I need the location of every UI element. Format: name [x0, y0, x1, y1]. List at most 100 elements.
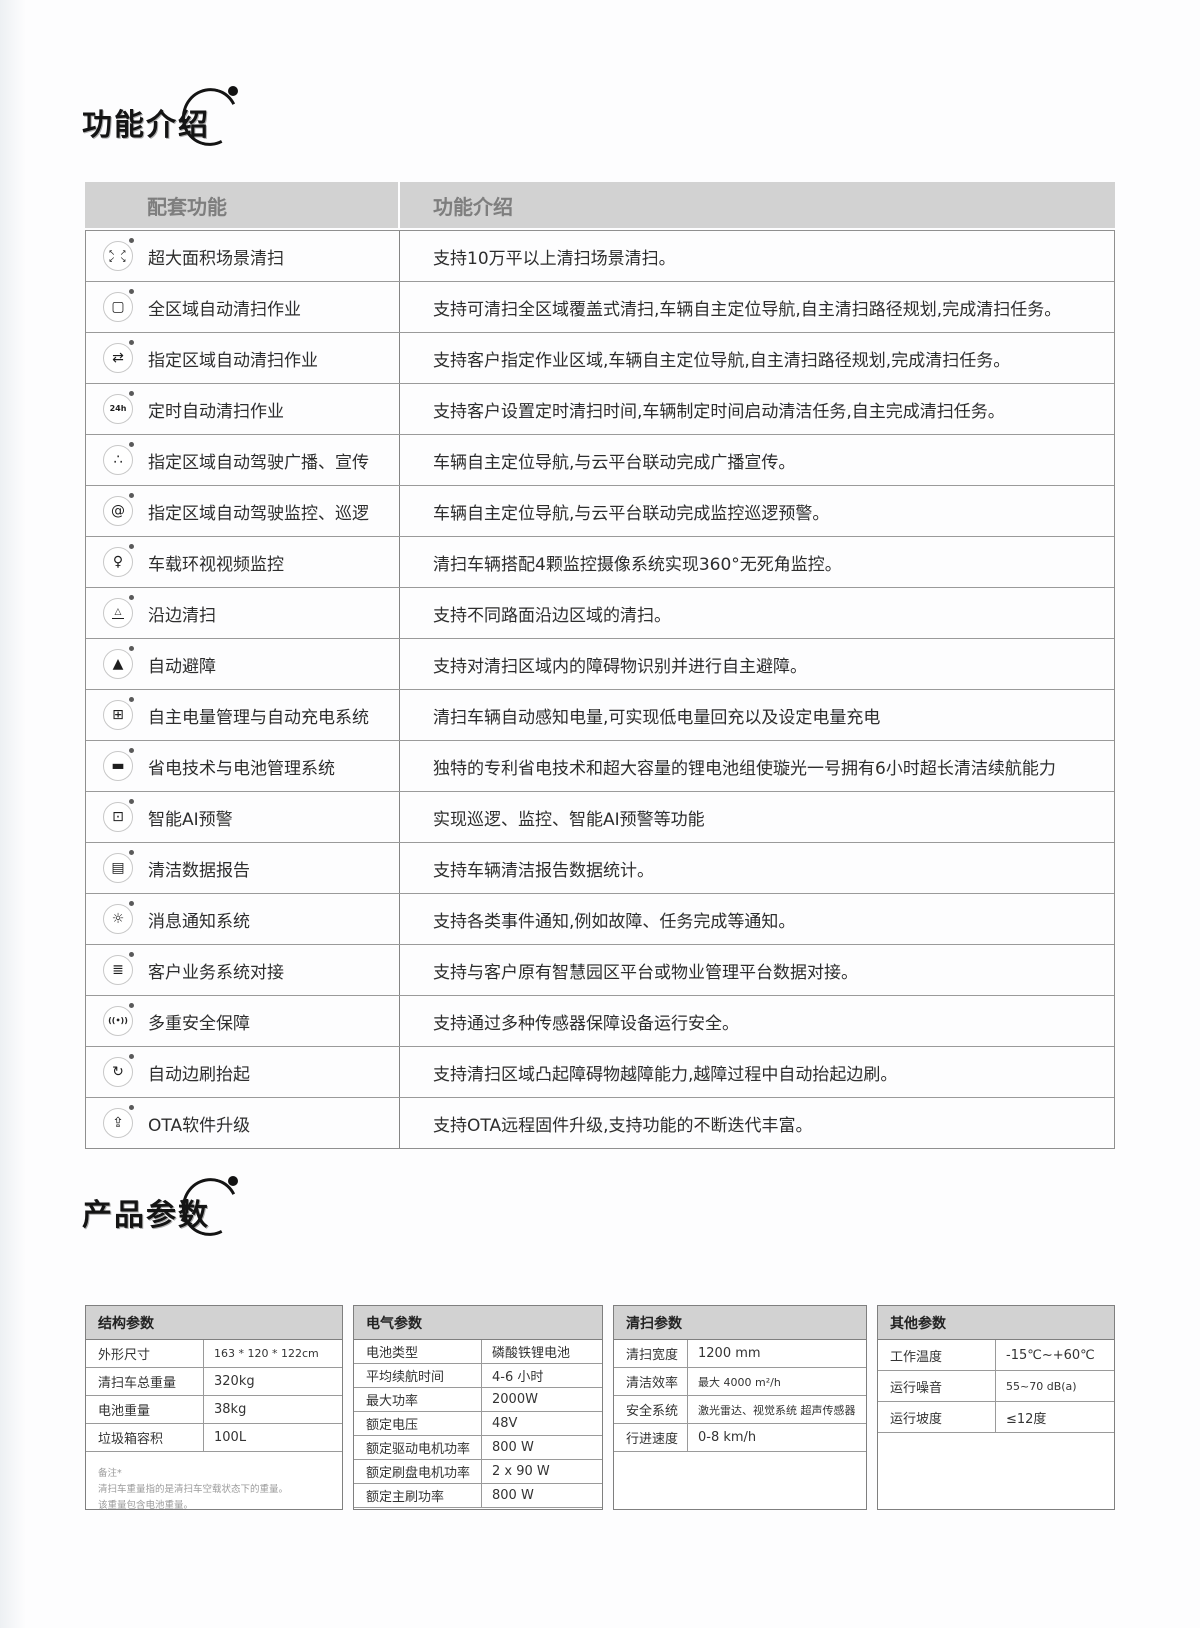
spec-label: 工作温度	[878, 1340, 996, 1370]
spec-value: 2 x 90 W	[492, 1464, 550, 1479]
spec-value: 55~70 dB(a)	[1006, 1379, 1077, 1393]
battery-charge-icon-glyph: ⊞	[112, 707, 124, 723]
spec-label: 额定驱动电机功率	[354, 1436, 482, 1459]
broadcast-network-icon-glyph: ∴	[113, 452, 123, 468]
feature-cell-desc: 支持客户设置定时清扫时间,车辆制定时间启动清洁任务,自主完成清扫任务。	[400, 384, 1114, 434]
feature-desc: 支持与客户原有智慧园区平台或物业管理平台数据对接。	[433, 962, 858, 983]
feature-cell-desc: 车辆自主定位导航,与云平台联动完成监控巡逻预警。	[400, 486, 1114, 536]
table-row: @ 指定区域自动驾驶监控、巡逻 车辆自主定位导航,与云平台联动完成监控巡逻预警。	[86, 486, 1114, 537]
notification-alarm-icon-glyph: ☼	[111, 911, 125, 927]
spec-value: 800 W	[492, 1440, 534, 1455]
feature-label: 清洁数据报告	[148, 860, 250, 881]
table-row: ▲ 自动避障 支持对清扫区域内的障碍物识别并进行自主避障。	[86, 639, 1114, 690]
feature-label: 超大面积场景清扫	[148, 248, 284, 269]
table-row: △ 沿边清扫 支持不同路面沿边区域的清扫。	[86, 588, 1114, 639]
feature-label: 客户业务系统对接	[148, 962, 284, 983]
spec-label: 垃圾箱容积	[86, 1424, 204, 1451]
expand-area-icon-glyph: ↖ ↗ ↙ ↘	[108, 248, 128, 264]
spec-label: 安全系统	[614, 1396, 688, 1423]
feature-cell-desc: 车辆自主定位导航,与云平台联动完成广播宣传。	[400, 435, 1114, 485]
feature-cell-function: ⊡ 智能AI预警	[86, 792, 400, 842]
feature-cell-desc: 实现巡逻、监控、智能AI预警等功能	[400, 792, 1114, 842]
spec-label: 最大功率	[354, 1388, 482, 1411]
spec-tables: 结构参数 外形尺寸 163 * 120 * 122cm 清扫车总重量 320kg 电池重量…	[85, 1305, 1115, 1511]
icon-corner-dot	[129, 493, 134, 498]
feature-desc: 支持10万平以上清扫场景清扫。	[433, 248, 676, 269]
table-row: ↻ 自动边刷抬起 支持清扫区域凸起障碍物越障能力,越障过程中自动抬起边刷。	[86, 1047, 1114, 1098]
icon-corner-dot	[129, 238, 134, 243]
spec-empty-area	[878, 1433, 1114, 1509]
spec-value: 1200 mm	[698, 1346, 761, 1361]
spec-value: 4-6 小时	[492, 1370, 544, 1385]
spec-row: 清洁效率 最大 4000 m²/h	[614, 1368, 866, 1396]
features-title-text: 功能介绍	[82, 108, 210, 143]
feature-desc: 支持清扫区域凸起障碍物越障能力,越障过程中自动抬起边刷。	[433, 1064, 898, 1085]
edge-sweep-icon: △	[103, 595, 134, 628]
safety-signal-icon: ((•))	[103, 1003, 134, 1036]
icon-corner-dot	[129, 595, 134, 600]
ai-robot-icon: ⊡	[103, 799, 134, 832]
feature-cell-desc: 支持各类事件通知,例如故障、任务完成等通知。	[400, 894, 1114, 944]
spec-row: 行进速度 0-8 km/h	[614, 1424, 866, 1452]
icon-corner-dot	[129, 1105, 134, 1110]
feature-cell-desc: 清扫车辆搭配4颗监控摄像系统实现360°无死角监控。	[400, 537, 1114, 587]
table-row: ⊞ 自主电量管理与自动充电系统 清扫车辆自动感知电量,可实现低电量回充以及设定电量充…	[86, 690, 1114, 741]
spec-value: 800 W	[492, 1488, 534, 1503]
spec-value: 2000W	[492, 1392, 538, 1407]
icon-corner-dot	[129, 442, 134, 447]
spec-value: 48V	[492, 1416, 518, 1431]
ota-upgrade-icon: ⇪	[103, 1105, 134, 1138]
table-row: ☼ 消息通知系统 支持各类事件通知,例如故障、任务完成等通知。	[86, 894, 1114, 945]
features-table: 配套功能 功能介绍 ↖ ↗ ↙ ↘ 超大面积场景清扫 支持10万平以上清扫场景清扫。…	[85, 182, 1115, 1149]
feature-cell-function: △ 沿边清扫	[86, 588, 400, 638]
spec-value: 最大 4000 m²/h	[698, 1375, 781, 1389]
patrol-spiral-icon-glyph: @	[111, 503, 125, 519]
icon-corner-dot	[129, 901, 134, 906]
feature-label: 自主电量管理与自动充电系统	[148, 707, 369, 728]
table-row: ∴ 指定区域自动驾驶广播、宣传 车辆自主定位导航,与云平台联动完成广播宣传。	[86, 435, 1114, 486]
camera-monitor-icon: ♀	[103, 544, 134, 577]
spec-value: 38kg	[214, 1402, 247, 1417]
page-left-shade	[0, 0, 26, 1628]
feature-label: 自动边刷抬起	[148, 1064, 250, 1085]
obstacle-avoid-icon: ▲	[103, 646, 134, 679]
icon-corner-dot	[129, 850, 134, 855]
feature-label: 指定区域自动清扫作业	[148, 350, 318, 371]
24h-timer-icon-glyph: 24h	[109, 404, 127, 413]
icon-corner-dot	[129, 646, 134, 651]
spec-row: 平均续航时间 4-6 小时	[354, 1364, 602, 1388]
feature-cell-desc: 支持客户指定作业区域,车辆自主定位导航,自主清扫路径规划,完成清扫任务。	[400, 333, 1114, 383]
feature-cell-desc: 支持通过多种传感器保障设备运行安全。	[400, 996, 1114, 1046]
spec-label: 额定刷盘电机功率	[354, 1460, 482, 1483]
feature-desc: 支持车辆清洁报告数据统计。	[433, 860, 654, 881]
spec-value: ≤12度	[1006, 1411, 1047, 1427]
feature-cell-function: ▢ 全区域自动清扫作业	[86, 282, 400, 332]
table-row: ⇪ OTA软件升级 支持OTA远程固件升级,支持功能的不断迭代丰富。	[86, 1098, 1114, 1148]
feature-cell-desc: 支持可清扫全区域覆盖式清扫,车辆自主定位导航,自主清扫路径规划,完成清扫任务。	[400, 282, 1114, 332]
feature-label: 智能AI预警	[148, 809, 233, 830]
feature-desc: 支持可清扫全区域覆盖式清扫,车辆自主定位导航,自主清扫路径规划,完成清扫任务。	[433, 299, 1062, 320]
icon-corner-dot	[129, 952, 134, 957]
battery-save-icon: ▬	[103, 748, 134, 781]
column-header-functions: 配套功能	[85, 182, 398, 228]
feature-cell-desc: 独特的专利省电技术和超大容量的锂电池组使璇光一号拥有6小时超长清洁续航能力	[400, 741, 1114, 791]
table-row: ♀ 车载环视视频监控 清扫车辆搭配4颗监控摄像系统实现360°无死角监控。	[86, 537, 1114, 588]
repeat-region-icon: ⇄	[103, 340, 134, 373]
feature-cell-function: ∴ 指定区域自动驾驶广播、宣传	[86, 435, 400, 485]
feature-cell-desc: 支持清扫区域凸起障碍物越障能力,越障过程中自动抬起边刷。	[400, 1047, 1114, 1097]
spec-table-title: 清扫参数	[614, 1306, 866, 1340]
feature-cell-desc: 支持对清扫区域内的障碍物识别并进行自主避障。	[400, 639, 1114, 689]
area-polygon-icon: ▢	[103, 289, 134, 322]
spec-label: 额定电压	[354, 1412, 482, 1435]
feature-desc: 车辆自主定位导航,与云平台联动完成监控巡逻预警。	[433, 503, 830, 524]
feature-desc: 支持OTA远程固件升级,支持功能的不断迭代丰富。	[433, 1115, 813, 1136]
spec-label: 运行噪音	[878, 1371, 996, 1401]
spec-row: 额定刷盘电机功率 2 x 90 W	[354, 1460, 602, 1484]
feature-label: 指定区域自动驾驶广播、宣传	[148, 452, 369, 473]
icon-corner-dot	[129, 1054, 134, 1059]
side-brush-lift-icon-glyph: ↻	[112, 1064, 124, 1080]
feature-desc: 支持不同路面沿边区域的清扫。	[433, 605, 671, 626]
feature-cell-function: ↖ ↗ ↙ ↘ 超大面积场景清扫	[86, 231, 400, 281]
feature-label: 沿边清扫	[148, 605, 216, 626]
spec-table-0: 结构参数 外形尺寸 163 * 120 * 122cm 清扫车总重量 320kg 电池重量…	[85, 1305, 343, 1511]
